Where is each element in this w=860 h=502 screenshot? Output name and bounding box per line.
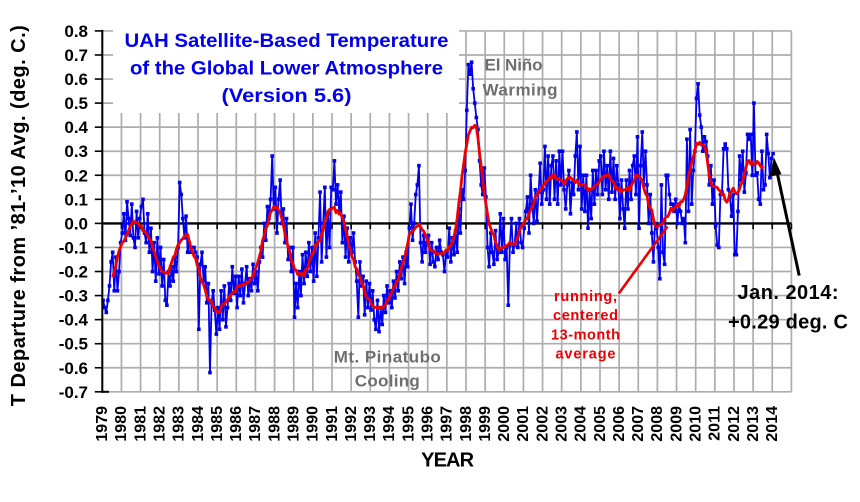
svg-text:running,: running,: [554, 289, 617, 305]
svg-text:+0.29 deg. C: +0.29 deg. C: [728, 311, 848, 333]
svg-text:2005: 2005: [592, 406, 609, 442]
svg-text:1987: 1987: [247, 406, 264, 442]
svg-text:2002: 2002: [534, 406, 551, 442]
svg-text:-0.7: -0.7: [59, 383, 88, 402]
svg-text:-0.1: -0.1: [59, 239, 88, 258]
svg-text:2003: 2003: [554, 406, 571, 442]
svg-text:1982: 1982: [152, 406, 169, 442]
svg-text:2004: 2004: [573, 406, 590, 442]
svg-text:0.0: 0.0: [64, 214, 88, 233]
svg-text:0.1: 0.1: [64, 190, 88, 209]
svg-text:-0.3: -0.3: [59, 287, 88, 306]
svg-text:1988: 1988: [266, 406, 283, 442]
svg-text:0.5: 0.5: [64, 94, 88, 113]
svg-text:1979: 1979: [94, 406, 111, 442]
svg-text:-0.5: -0.5: [59, 335, 88, 354]
svg-text:0.2: 0.2: [64, 166, 88, 185]
svg-text:2011: 2011: [707, 406, 724, 441]
svg-text:0.4: 0.4: [64, 118, 88, 137]
svg-text:-0.2: -0.2: [59, 263, 88, 282]
svg-text:0.3: 0.3: [64, 142, 88, 161]
svg-text:1998: 1998: [458, 406, 475, 442]
svg-text:Warming: Warming: [483, 80, 558, 99]
svg-text:2001: 2001: [515, 406, 532, 442]
svg-text:2008: 2008: [649, 406, 666, 442]
svg-text:2012: 2012: [726, 406, 743, 442]
svg-text:-0.4: -0.4: [59, 311, 89, 330]
svg-text:Cooling: Cooling: [355, 371, 420, 390]
svg-text:El Niño: El Niño: [485, 56, 543, 75]
svg-text:0.6: 0.6: [64, 70, 88, 89]
svg-text:-0.6: -0.6: [59, 359, 88, 378]
svg-text:1991: 1991: [324, 406, 341, 442]
svg-text:1986: 1986: [228, 406, 245, 442]
svg-text:2013: 2013: [745, 406, 762, 442]
svg-text:Mt. Pinatubo: Mt. Pinatubo: [334, 348, 441, 367]
svg-text:2006: 2006: [611, 406, 628, 442]
svg-text:average: average: [556, 347, 616, 363]
svg-text:YEAR: YEAR: [421, 450, 475, 472]
svg-text:1983: 1983: [171, 406, 188, 442]
svg-text:2009: 2009: [668, 406, 685, 442]
svg-text:2007: 2007: [630, 406, 647, 442]
svg-text:1999: 1999: [477, 406, 494, 442]
svg-text:0.7: 0.7: [64, 46, 88, 65]
svg-text:2010: 2010: [687, 406, 704, 442]
svg-text:1985: 1985: [209, 406, 226, 442]
svg-text:1992: 1992: [343, 406, 360, 442]
svg-text:1990: 1990: [305, 406, 322, 442]
svg-text:1984: 1984: [190, 406, 207, 442]
svg-text:1993: 1993: [362, 406, 379, 442]
svg-text:UAH Satellite-Based Temperatur: UAH Satellite-Based Temperature: [125, 30, 449, 52]
svg-text:of the Global Lower Atmosphere: of the Global Lower Atmosphere: [130, 58, 443, 80]
svg-text:2000: 2000: [496, 406, 513, 442]
svg-text:1997: 1997: [439, 406, 456, 442]
svg-text:1981: 1981: [132, 406, 149, 442]
svg-text:(Version 5.6): (Version 5.6): [222, 85, 352, 107]
svg-text:2014: 2014: [764, 406, 781, 442]
svg-text:1994: 1994: [381, 406, 398, 442]
svg-text:1996: 1996: [420, 406, 437, 442]
svg-text:0.8: 0.8: [64, 22, 88, 41]
svg-text:1980: 1980: [113, 406, 130, 442]
svg-text:13-month: 13-month: [551, 327, 620, 343]
svg-text:T Departure from ’81-’10 Avg.: T Departure from ’81-’10 Avg. (deg. C.): [8, 25, 30, 406]
svg-text:1989: 1989: [286, 406, 303, 442]
svg-text:centered: centered: [553, 308, 618, 324]
svg-text:1995: 1995: [400, 406, 417, 442]
svg-text:Jan. 2014:: Jan. 2014:: [738, 282, 839, 304]
